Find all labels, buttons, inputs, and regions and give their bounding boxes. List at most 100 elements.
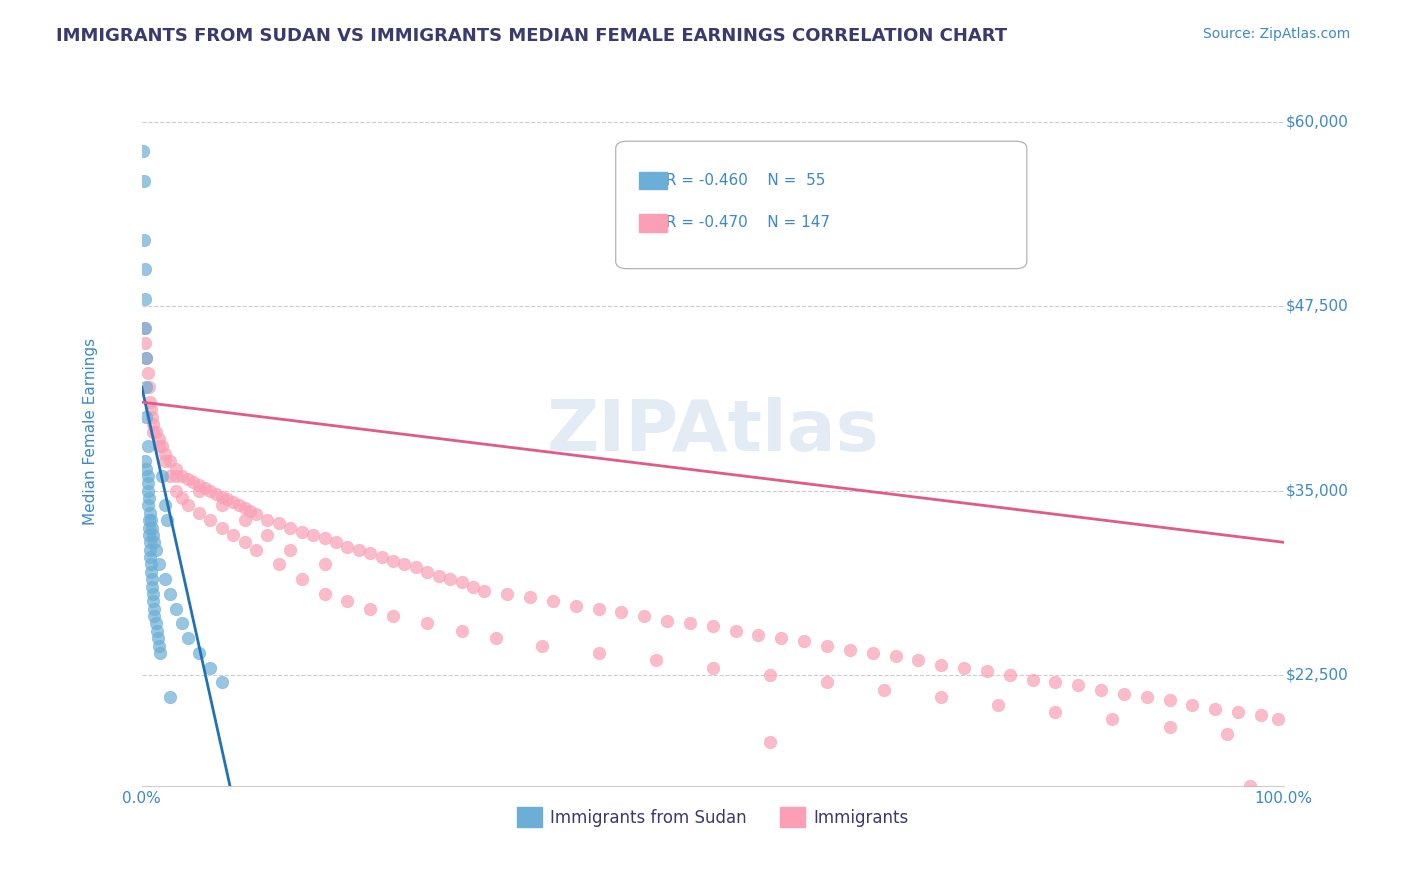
Point (416, 616, 439, 631)
Point (838, 643, 860, 657)
Point (702, 661, 724, 675)
Point (176, 499, 198, 513)
Point (873, 682, 896, 697)
Point (1215, 727, 1237, 741)
Text: R = -0.460    N =  55: R = -0.460 N = 55 (655, 173, 825, 187)
Point (815, 639, 838, 653)
Point (278, 542, 301, 557)
Point (145, 425, 167, 439)
Point (439, 572, 461, 586)
Point (135, 380, 157, 394)
Point (136, 469, 159, 483)
Text: R = -0.470    N = 147: R = -0.470 N = 147 (655, 215, 830, 230)
Point (278, 520, 301, 534)
Point (136, 476, 159, 491)
Point (461, 580, 484, 594)
Point (211, 499, 233, 513)
Point (245, 542, 267, 557)
Point (135, 351, 157, 365)
Point (702, 619, 724, 633)
Point (1045, 675, 1067, 690)
Point (405, 560, 427, 574)
Point (770, 631, 793, 645)
Point (148, 432, 170, 446)
Point (530, 639, 553, 653)
Point (200, 513, 222, 527)
Point (159, 469, 181, 483)
Text: IMMIGRANTS FROM SUDAN VS IMMIGRANTS MEDIAN FEMALE EARNINGS CORRELATION CHART: IMMIGRANTS FROM SUDAN VS IMMIGRANTS MEDI… (56, 27, 1007, 45)
Point (233, 535, 256, 549)
Point (139, 513, 162, 527)
Point (150, 469, 173, 483)
Point (135, 409, 157, 424)
Point (314, 531, 336, 545)
FancyBboxPatch shape (616, 141, 1026, 268)
Point (759, 734, 782, 748)
Point (141, 572, 163, 586)
Point (336, 540, 359, 554)
Point (1181, 698, 1204, 712)
Point (159, 587, 181, 601)
Point (485, 631, 508, 645)
Point (1159, 720, 1181, 734)
Point (314, 587, 336, 601)
Point (142, 417, 165, 432)
Point (138, 528, 160, 542)
Point (1204, 702, 1226, 716)
Point (142, 528, 165, 542)
Point (976, 664, 998, 678)
Point (165, 601, 187, 615)
Point (427, 569, 450, 583)
Point (139, 402, 162, 417)
Text: $35,000: $35,000 (1286, 483, 1348, 498)
Point (1250, 708, 1272, 723)
Point (929, 657, 952, 672)
Point (134, 321, 156, 335)
Text: Median Female Earnings: Median Female Earnings (83, 338, 98, 525)
Point (139, 565, 162, 579)
Point (153, 572, 176, 586)
Point (153, 454, 176, 468)
Text: Source: ZipAtlas.com: Source: ZipAtlas.com (1202, 27, 1350, 41)
Text: $47,500: $47,500 (1286, 299, 1348, 314)
Point (176, 631, 198, 645)
Point (291, 524, 314, 539)
Point (135, 461, 157, 475)
Point (187, 506, 209, 520)
Point (165, 461, 187, 475)
Point (815, 675, 838, 690)
Point (588, 646, 610, 660)
Point (759, 668, 782, 682)
Point (267, 558, 290, 572)
Point (907, 653, 929, 667)
Point (496, 587, 519, 601)
Point (541, 594, 564, 608)
Point (222, 528, 245, 542)
Point (862, 646, 884, 660)
Point (382, 554, 405, 568)
Point (181, 475, 204, 489)
Point (145, 616, 167, 631)
Point (679, 616, 702, 631)
Point (565, 599, 588, 613)
Point (139, 506, 162, 520)
Point (145, 542, 167, 557)
Point (139, 542, 162, 557)
Point (146, 631, 169, 645)
Point (170, 491, 193, 505)
Point (143, 601, 166, 615)
Point (136, 366, 159, 380)
Point (1136, 690, 1159, 705)
Point (347, 542, 370, 557)
Point (136, 483, 159, 498)
Point (134, 321, 156, 335)
Point (136, 499, 159, 513)
Point (336, 594, 359, 608)
Point (450, 575, 472, 590)
Point (245, 508, 267, 522)
Point (159, 690, 181, 705)
Text: ZIPAtlas: ZIPAtlas (547, 397, 879, 467)
Point (145, 624, 167, 638)
Point (165, 469, 187, 483)
Point (141, 580, 163, 594)
